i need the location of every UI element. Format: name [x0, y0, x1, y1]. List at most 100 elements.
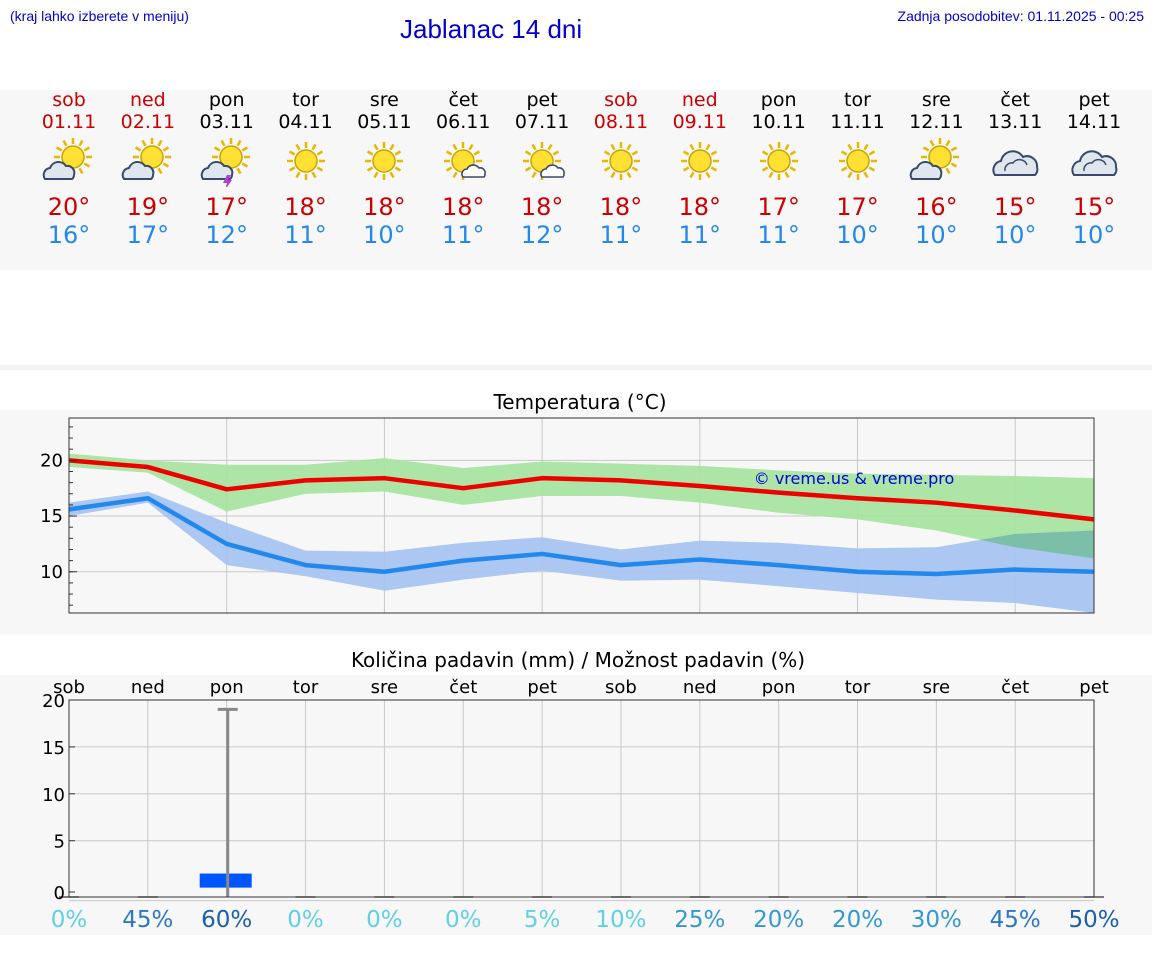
x-day-label: pon — [210, 677, 244, 698]
min-temp: 10° — [993, 221, 1037, 249]
max-temp: 18° — [520, 193, 564, 221]
chart-title: Temperatura (°C) — [492, 390, 666, 414]
day-column: pet 14.11 15° 10° — [1054, 89, 1134, 249]
day-date: 06.11 — [436, 111, 491, 133]
day-column: sre 05.11 18° 10° — [344, 89, 424, 249]
min-temp: 11° — [599, 221, 643, 249]
day-name: ned — [129, 89, 166, 111]
x-day-label: sre — [371, 677, 398, 698]
day-date: 13.11 — [987, 111, 1043, 133]
watermark-label: © vreme.us & vreme.pro — [754, 469, 955, 488]
x-day-label: pon — [762, 677, 796, 698]
min-temp: 11° — [284, 221, 327, 249]
day-date: 05.11 — [357, 111, 412, 133]
sun-cloud-icon — [39, 137, 99, 187]
day-name: čet — [448, 89, 479, 111]
sun-small-cloud-icon — [433, 137, 493, 187]
sun-cloud-icon — [118, 137, 178, 187]
day-date: 12.11 — [909, 111, 964, 133]
day-column: sob 01.11 20° 16° — [29, 89, 109, 249]
precip-probability-label: 0% — [366, 907, 403, 933]
y-tick-label: 0 — [54, 883, 65, 904]
precip-probability-label: 45% — [122, 907, 173, 933]
max-temp: 18° — [678, 193, 722, 221]
day-date: 11.11 — [830, 111, 885, 133]
sun-icon — [670, 137, 730, 187]
day-column: sob 08.11 18° 11° — [581, 89, 661, 249]
max-temp: 15° — [993, 193, 1037, 221]
min-temp: 10° — [1072, 221, 1116, 249]
sun-storm-icon — [197, 137, 257, 190]
min-temp: 11° — [441, 221, 485, 249]
temperature-chart: 10 15 20 Temperatura (°C) © vreme.us & vreme… — [40, 390, 1095, 614]
max-temp: 18° — [441, 193, 485, 221]
y-tick-label: 5 — [54, 832, 65, 853]
sun-icon — [828, 137, 888, 187]
min-temp: 16° — [47, 221, 91, 249]
day-column: pon 03.11 17° 12° — [187, 89, 267, 249]
day-column: ned 02.11 19° 17° — [108, 89, 188, 249]
day-date: 10.11 — [751, 111, 806, 133]
x-day-label: ned — [131, 677, 165, 698]
day-column: pon 10.11 17° 11° — [739, 89, 819, 249]
precip-bar — [199, 873, 252, 888]
day-date: 09.11 — [672, 111, 727, 133]
y-tick-label: 20 — [40, 450, 63, 471]
sun-cloud-icon — [906, 137, 966, 187]
min-temp-line — [68, 495, 1095, 577]
day-date: 14.11 — [1066, 111, 1122, 133]
precip-probability-label: 60% — [201, 907, 252, 933]
min-temp: 12° — [520, 221, 564, 249]
min-temp: 10° — [915, 221, 958, 249]
precip-probability-label: 5% — [524, 907, 561, 933]
day-name: pon — [208, 89, 245, 111]
day-name: sob — [52, 89, 86, 111]
plot-area — [69, 700, 1094, 897]
day-date: 02.11 — [120, 111, 176, 133]
x-day-label: sob — [53, 677, 85, 698]
day-column: čet 13.11 15° 10° — [975, 89, 1055, 249]
day-column: čet 06.11 18° 11° — [423, 89, 503, 249]
day-column: tor 11.11 17° 10° — [818, 89, 898, 249]
max-temp-line — [68, 458, 1095, 522]
plot-frame — [68, 417, 1095, 614]
x-day-label: tor — [293, 677, 319, 698]
day-date: 04.11 — [278, 111, 333, 133]
day-name: pet — [526, 89, 558, 111]
precip-probability-label: 0% — [445, 907, 482, 933]
min-temp: 10° — [836, 221, 879, 249]
sun-icon — [354, 137, 414, 187]
day-name: pet — [1078, 89, 1110, 111]
x-day-label: pet — [1079, 677, 1109, 698]
divider — [0, 365, 1152, 370]
sun-icon — [276, 137, 336, 187]
day-name: sre — [921, 89, 951, 111]
cloud-icon — [1064, 137, 1124, 187]
max-temp: 19° — [126, 193, 170, 221]
page-title: Jablanac 14 dni — [400, 14, 583, 44]
precip-probability-label: 0% — [51, 907, 88, 933]
day-date: 01.11 — [41, 111, 97, 133]
max-temp: 17° — [757, 193, 800, 221]
x-day-label: sre — [923, 677, 950, 698]
min-temp: 10° — [363, 221, 406, 249]
day-name: čet — [1000, 89, 1030, 111]
x-day-label: sob — [605, 677, 637, 698]
day-column: ned 09.11 18° 11° — [660, 89, 740, 249]
y-tick-label: 10 — [42, 785, 65, 806]
cloud-icon — [985, 137, 1045, 187]
precip-probability-label: 20% — [832, 907, 883, 933]
max-temp: 17° — [205, 193, 248, 221]
y-tick-label: 15 — [40, 506, 63, 527]
min-temp: 11° — [678, 221, 722, 249]
precip-probability-label: 30% — [911, 907, 962, 933]
max-temp: 18° — [363, 193, 406, 221]
day-name: sre — [369, 89, 399, 111]
max-temp: 18° — [284, 193, 327, 221]
min-temp: 17° — [126, 221, 170, 249]
plot-frame — [68, 699, 1095, 898]
sun-icon — [591, 137, 651, 187]
location-menu-hint[interactable]: (kraj lahko izberete v meniju) — [10, 8, 189, 24]
precip-probability-label: 10% — [595, 907, 646, 933]
